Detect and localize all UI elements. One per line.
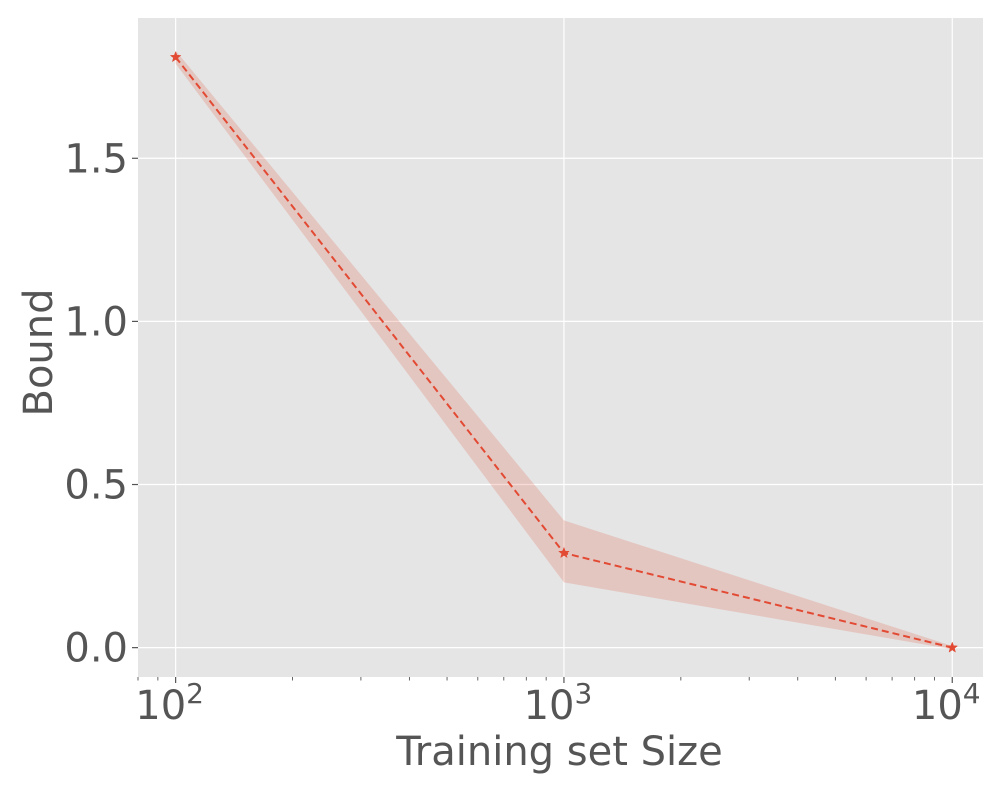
plot-area [138,18,983,677]
x-tick-label: 104 [912,677,981,729]
y-tick-label: 1.5 [64,136,128,182]
y-tick-label: 0.5 [64,463,128,509]
series-layer [169,50,959,653]
confidence-band [175,50,953,650]
y-tick-label: 1.0 [64,299,128,345]
x-axis-ticks: 102 103 104 [135,677,981,729]
gridlines [138,18,983,677]
x-tick-label: 102 [135,677,204,729]
y-axis-ticks: 0.0 0.5 1.0 1.5 [64,136,138,672]
y-axis-label: Bound [16,288,62,416]
minor-ticks [137,677,935,681]
data-point [558,546,570,559]
data-point [169,50,182,63]
data-point [946,641,959,653]
x-axis-label: Training set Size [395,729,723,775]
y-tick-label: 0.0 [64,626,128,672]
x-tick-label: 103 [524,677,593,729]
